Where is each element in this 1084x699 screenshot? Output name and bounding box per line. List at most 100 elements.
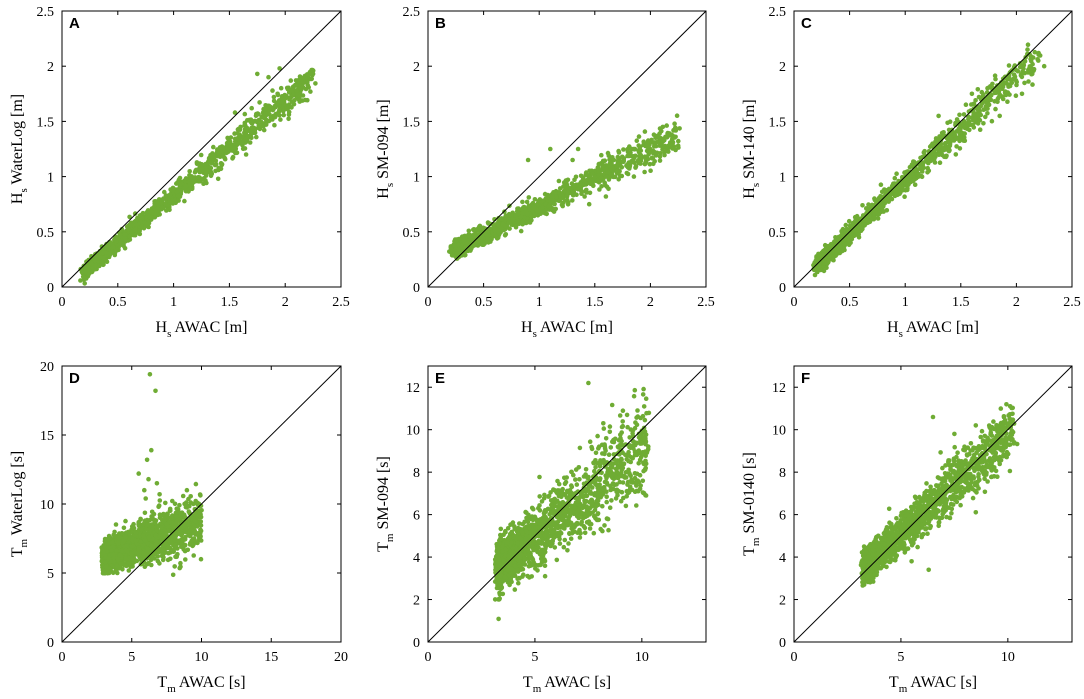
y-tick-label: 2 bbox=[47, 60, 54, 75]
data-point bbox=[207, 160, 212, 165]
data-point bbox=[494, 236, 500, 241]
data-point bbox=[132, 211, 138, 216]
data-point bbox=[297, 91, 303, 97]
data-point bbox=[256, 117, 262, 123]
data-point bbox=[912, 182, 918, 187]
data-point bbox=[625, 153, 630, 159]
data-point bbox=[196, 174, 201, 180]
data-point bbox=[239, 134, 244, 140]
data-point bbox=[182, 198, 187, 204]
data-point bbox=[955, 128, 960, 133]
data-point bbox=[872, 197, 878, 203]
data-point bbox=[253, 134, 259, 140]
data-point bbox=[305, 97, 310, 103]
data-point bbox=[814, 267, 820, 272]
data-point bbox=[260, 123, 265, 128]
data-point bbox=[192, 170, 198, 175]
data-point bbox=[123, 238, 129, 244]
data-point bbox=[936, 113, 941, 119]
data-point bbox=[616, 177, 621, 182]
x-tick-label: 2.5 bbox=[332, 295, 350, 310]
y-label-subscript: s bbox=[750, 183, 762, 187]
data-point bbox=[309, 76, 315, 82]
data-point bbox=[140, 210, 146, 216]
data-point bbox=[907, 164, 913, 170]
data-point bbox=[631, 146, 636, 152]
data-point bbox=[578, 173, 584, 179]
data-point bbox=[666, 149, 671, 154]
data-point bbox=[556, 178, 562, 184]
data-point bbox=[875, 216, 881, 221]
data-point bbox=[232, 110, 238, 115]
data-point bbox=[1030, 61, 1035, 67]
data-point bbox=[467, 244, 472, 250]
data-point bbox=[203, 173, 209, 178]
data-point bbox=[816, 257, 822, 263]
data-point bbox=[636, 134, 642, 139]
data-point bbox=[570, 157, 575, 163]
data-point bbox=[183, 183, 189, 189]
data-point bbox=[1018, 73, 1024, 78]
data-point bbox=[471, 233, 477, 239]
data-point bbox=[578, 188, 584, 193]
data-point bbox=[636, 148, 641, 153]
x-tick-label: 0 bbox=[59, 295, 66, 310]
data-point bbox=[676, 138, 681, 144]
data-point bbox=[900, 187, 905, 193]
data-point bbox=[883, 197, 889, 203]
data-point bbox=[657, 154, 663, 159]
data-point bbox=[899, 183, 904, 189]
data-point bbox=[892, 188, 898, 193]
y-tick-label: 2.5 bbox=[37, 5, 55, 20]
data-point bbox=[985, 101, 990, 106]
data-point bbox=[561, 184, 566, 189]
data-point bbox=[851, 233, 857, 239]
data-point bbox=[296, 77, 302, 83]
data-point bbox=[587, 190, 593, 196]
data-point bbox=[187, 186, 193, 192]
data-point bbox=[1036, 50, 1041, 56]
data-point bbox=[513, 223, 519, 229]
data-point bbox=[941, 145, 946, 151]
y-label-subscript: s bbox=[18, 188, 30, 192]
data-point bbox=[296, 97, 301, 102]
data-point bbox=[198, 493, 203, 498]
x-tick-label: 1.5 bbox=[586, 295, 604, 310]
data-point bbox=[525, 157, 531, 163]
data-point bbox=[275, 111, 281, 117]
data-point bbox=[599, 152, 604, 158]
data-point bbox=[642, 169, 647, 175]
data-point bbox=[854, 213, 860, 219]
data-point bbox=[835, 247, 841, 253]
data-point bbox=[466, 228, 472, 234]
data-point bbox=[98, 255, 103, 260]
data-point bbox=[232, 149, 238, 154]
data-point bbox=[240, 146, 246, 152]
data-point bbox=[605, 150, 611, 156]
data-point bbox=[186, 179, 192, 185]
data-point bbox=[1019, 91, 1025, 97]
y-label-main: H bbox=[9, 192, 26, 204]
data-point bbox=[275, 101, 280, 106]
x-label-main: H bbox=[156, 319, 168, 336]
data-point bbox=[251, 125, 256, 130]
data-point bbox=[905, 182, 910, 187]
x-tick-label: 1.5 bbox=[952, 295, 970, 310]
x-label-subscript: s bbox=[167, 328, 171, 340]
data-point bbox=[121, 525, 127, 531]
data-point bbox=[253, 111, 259, 117]
data-point bbox=[969, 102, 974, 107]
data-point bbox=[944, 153, 949, 159]
data-point bbox=[878, 182, 884, 187]
data-point bbox=[122, 232, 127, 237]
data-point bbox=[625, 163, 630, 168]
data-point bbox=[1036, 58, 1041, 63]
y-tick-label: 0 bbox=[779, 281, 786, 296]
data-point bbox=[544, 211, 549, 217]
data-point bbox=[243, 152, 249, 157]
data-point bbox=[82, 275, 88, 281]
data-point bbox=[608, 172, 614, 177]
data-point bbox=[552, 201, 557, 207]
data-point bbox=[174, 189, 180, 195]
